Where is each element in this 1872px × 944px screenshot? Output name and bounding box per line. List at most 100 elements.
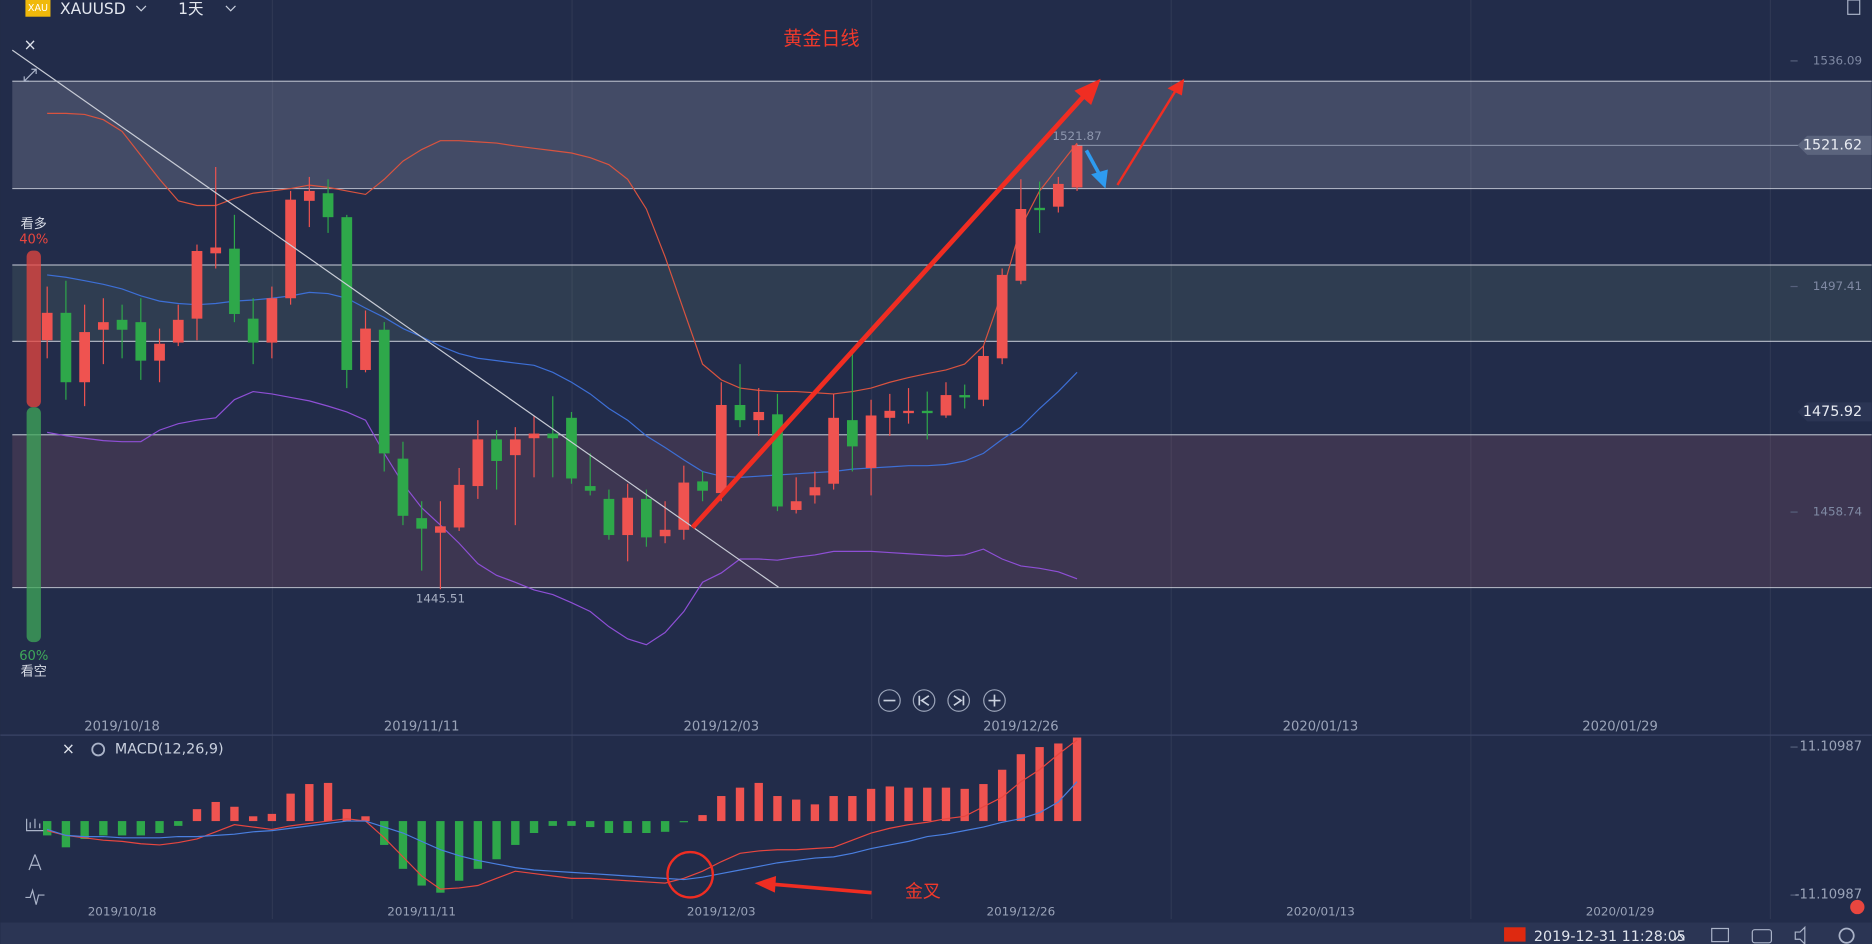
candle-body (659, 529, 671, 537)
macd-bar (1016, 754, 1026, 822)
macd-bar (923, 787, 932, 822)
settings-icon[interactable] (1838, 927, 1855, 944)
candle-body (584, 486, 596, 491)
macd-bar (567, 821, 576, 826)
macd-bar (99, 821, 108, 836)
x-tick-label: 2019/10/18 (88, 904, 157, 918)
zone (12, 264, 1872, 342)
expand[interactable] (1674, 933, 1685, 941)
dropdown[interactable] (135, 5, 147, 12)
symbol[interactable]: XAUUSD (60, 0, 126, 18)
bear-value: 60% (19, 649, 48, 664)
macd-bar (979, 784, 988, 822)
candle-body (191, 250, 203, 319)
candle-body (622, 497, 634, 536)
dropdown[interactable] (225, 5, 236, 12)
candle-body (79, 332, 91, 383)
window-icon[interactable] (1711, 927, 1730, 943)
candle-body (135, 322, 147, 361)
macd-bar (492, 821, 501, 860)
flag (1504, 927, 1526, 942)
candle-body (1015, 208, 1027, 281)
price-tag-label: 1475.92 (1803, 404, 1862, 420)
macd-bar (473, 821, 483, 869)
annotation-arrow (773, 882, 872, 895)
candle-body (60, 312, 72, 383)
y-tick-label: 1497.41 (1813, 279, 1862, 293)
y-tick-label: 1536.09 (1813, 53, 1862, 67)
x-tick-label: 2020/01/29 (1586, 904, 1655, 918)
candle-body (753, 411, 765, 421)
candle-body (1071, 145, 1083, 188)
price-tag (1797, 402, 1872, 422)
zone (12, 81, 1872, 189)
sentiment-bar (26, 250, 41, 408)
macd-bar (398, 821, 408, 869)
candle-body (772, 414, 783, 507)
symbol-icon-text: XAU (28, 3, 48, 14)
macd-bar (604, 821, 614, 834)
sound-icon[interactable] (1794, 925, 1806, 944)
candle-body (341, 217, 353, 370)
interval[interactable]: 1天 (178, 0, 203, 18)
navigation (878, 689, 1006, 712)
candle-body (303, 190, 315, 201)
candle-body (715, 404, 727, 494)
candle-body (547, 433, 559, 439)
bull-label: 看多 (21, 215, 47, 232)
high-label: 1521.87 (1052, 129, 1101, 143)
macd-bar (773, 796, 782, 822)
scroll-start[interactable] (912, 689, 936, 712)
macd-bar (754, 782, 763, 822)
macd-bar (941, 787, 951, 822)
scroll-end[interactable] (947, 689, 971, 712)
macd-bar (960, 788, 969, 822)
trendline (11, 49, 779, 588)
tool-icon[interactable] (28, 854, 42, 871)
annotation-circle (666, 850, 715, 899)
candle-body (416, 518, 428, 529)
candle-body (734, 404, 746, 421)
candle-body (940, 395, 952, 416)
macd-bar (735, 787, 745, 822)
alert-icon[interactable] (1850, 899, 1865, 915)
candle-body (435, 526, 446, 533)
candle-body (865, 415, 877, 468)
candle-body (360, 328, 371, 370)
macd-settings[interactable] (91, 742, 106, 757)
camera-icon[interactable] (1751, 929, 1772, 944)
tool-icon[interactable] (26, 818, 44, 832)
panel-button[interactable] (1847, 0, 1861, 15)
macd-bar (885, 786, 894, 822)
macd-bar (642, 821, 651, 834)
macd-close[interactable]: × (62, 740, 75, 758)
candle-body (566, 417, 577, 479)
candle-body (884, 410, 896, 418)
candle-body (116, 319, 128, 330)
candle-body (41, 312, 53, 341)
macd-bar (117, 821, 127, 836)
overlays (47, 112, 1078, 646)
macd-bar (61, 821, 71, 848)
candle-body (959, 395, 971, 398)
status-bar (0, 922, 1872, 944)
macd-bar (586, 821, 595, 828)
low-label: 1445.51 (416, 591, 465, 605)
macd-bar (267, 813, 277, 822)
zoom-out[interactable] (878, 689, 901, 712)
sentiment: 看多 40% 60% 看空 (19, 215, 48, 680)
candle-body (790, 501, 802, 510)
arrow (690, 89, 1091, 530)
macd-bar (211, 801, 220, 822)
close-button[interactable]: × (24, 36, 37, 54)
macd-bar (679, 821, 689, 823)
tool-icon[interactable] (25, 888, 45, 905)
candle-body (828, 417, 839, 484)
zoom-in[interactable] (983, 689, 1006, 712)
candle-body (1052, 183, 1064, 207)
collapse-button[interactable] (23, 68, 37, 82)
bear-label: 看空 (21, 663, 47, 679)
arrow-head (1091, 169, 1108, 189)
candle-body (453, 484, 465, 528)
band-line (47, 390, 1078, 646)
